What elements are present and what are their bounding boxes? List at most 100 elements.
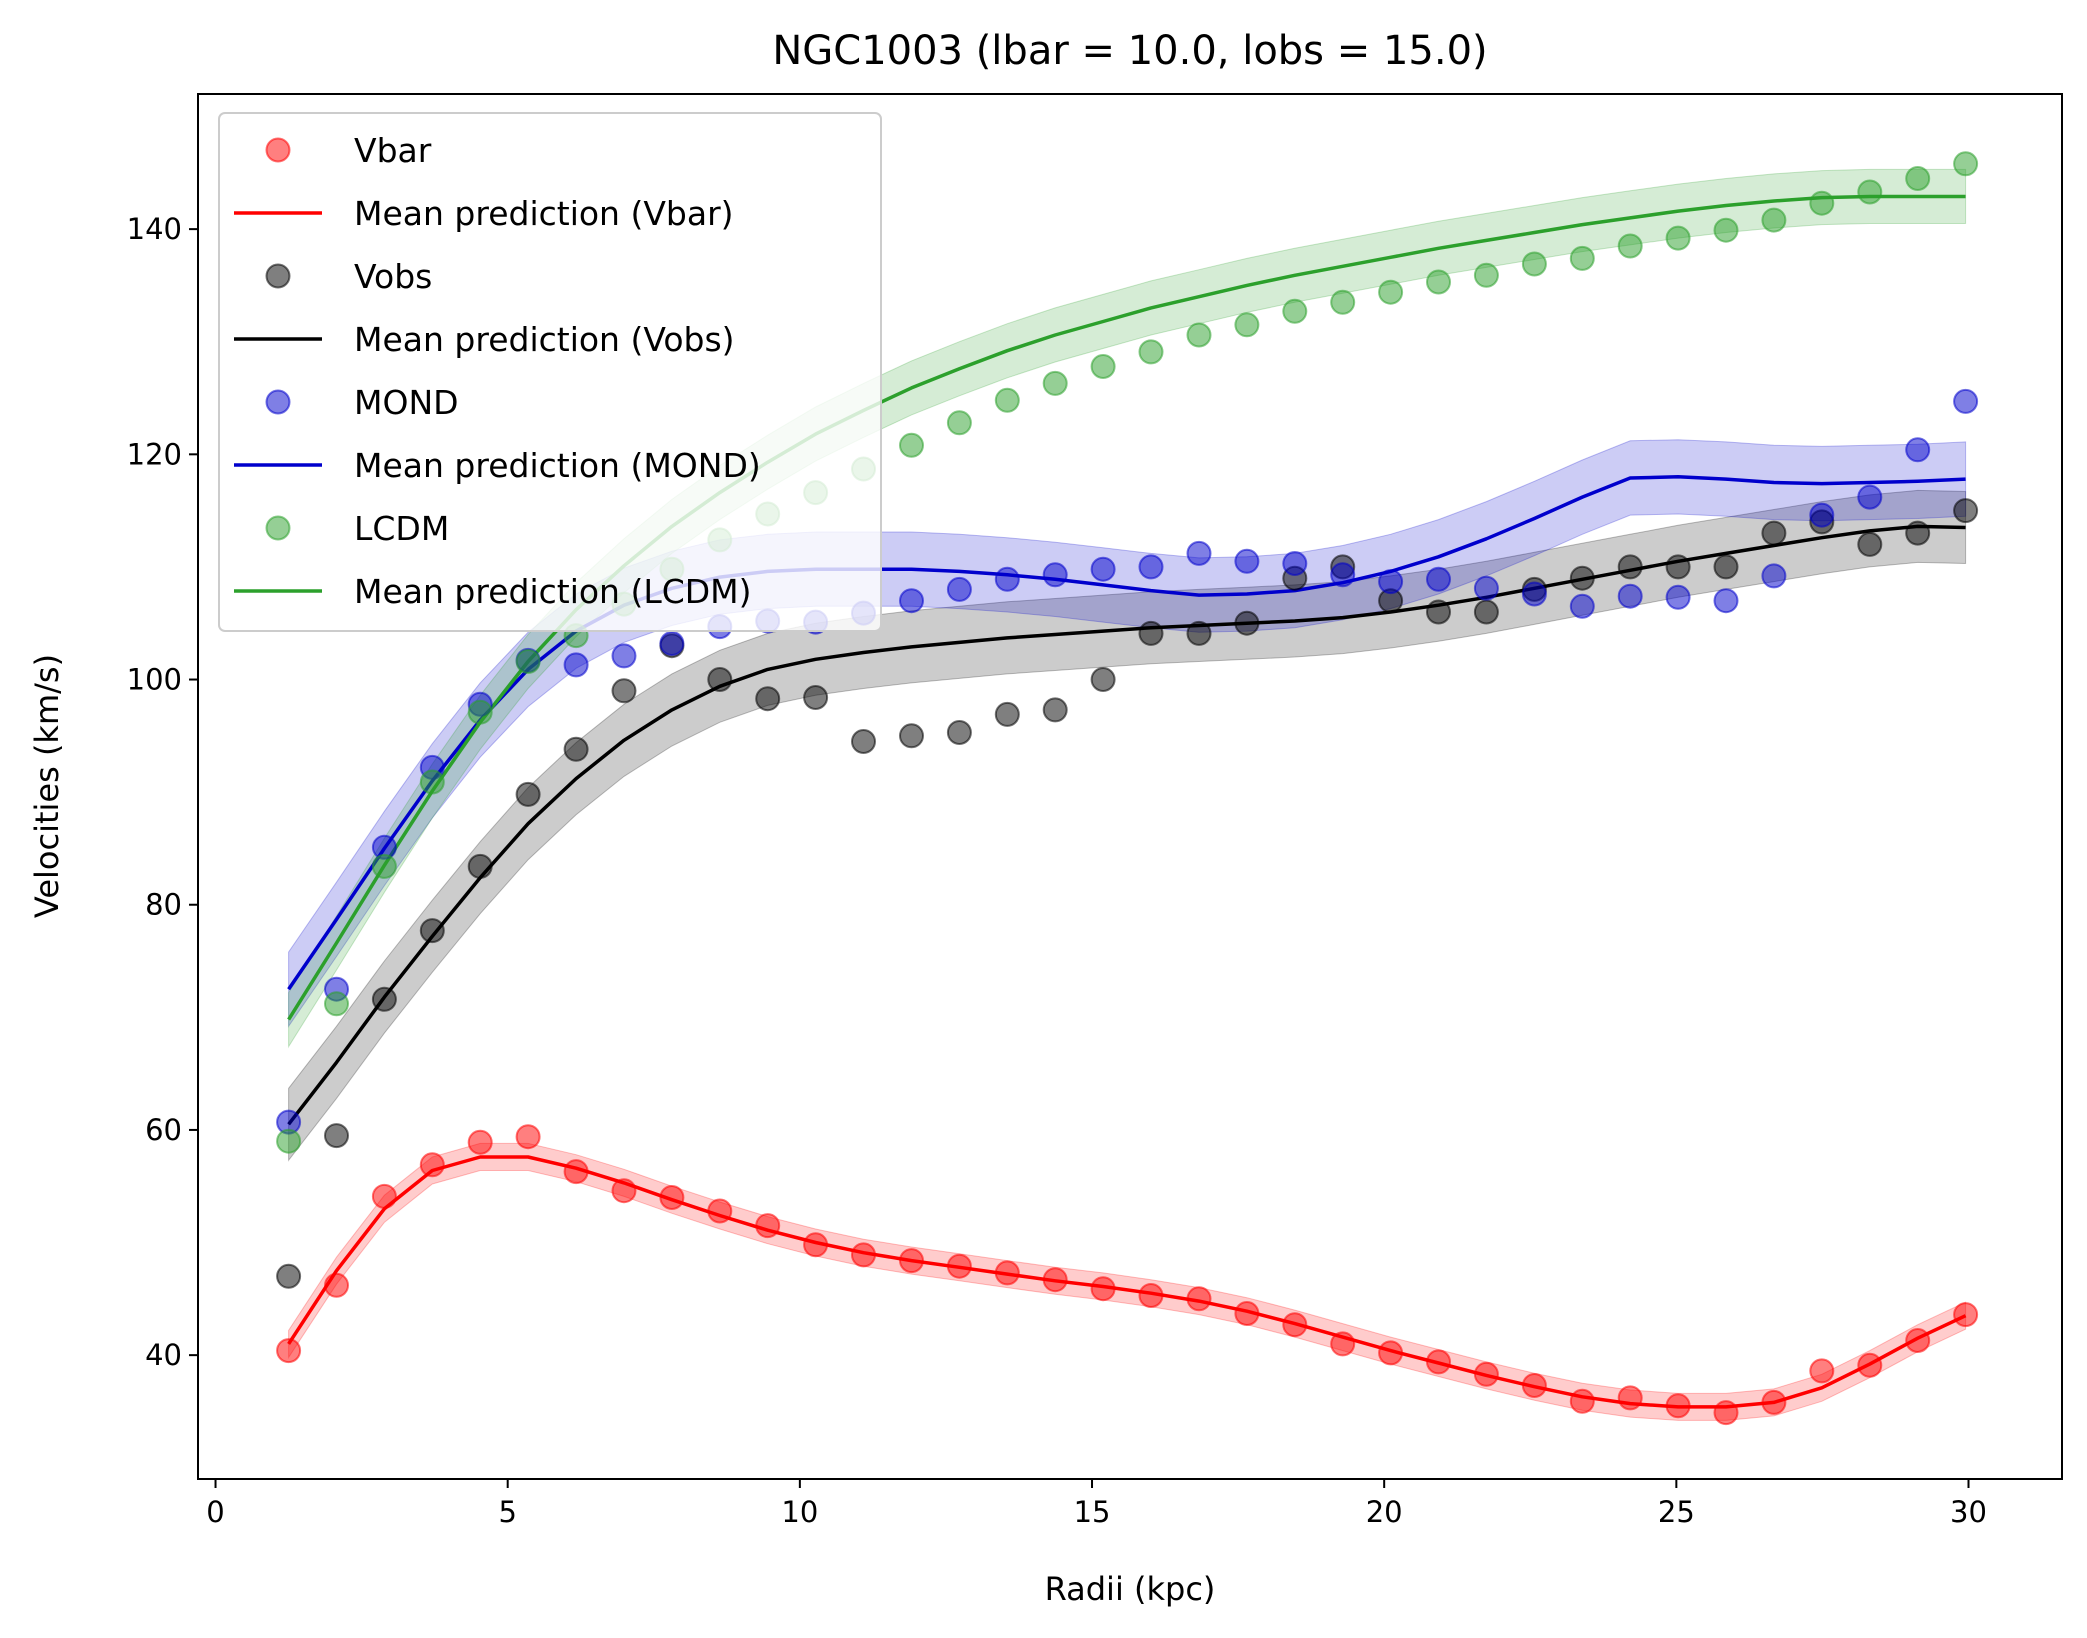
mond-point <box>659 631 685 656</box>
x-tick-label: 20 <box>1366 1495 1403 1529</box>
mond-point <box>1809 502 1835 528</box>
lcdm-point <box>1090 354 1116 379</box>
plot-frame <box>197 93 2063 1480</box>
mond-point <box>1234 548 1260 574</box>
mond-point <box>1378 569 1404 595</box>
mond-point <box>899 588 924 614</box>
legend-marker-lcdm <box>265 515 291 541</box>
mond-point <box>1665 584 1691 610</box>
lcdm-point <box>1857 179 1883 205</box>
mond-point <box>563 652 589 678</box>
y-tick-label: 100 <box>127 663 182 697</box>
vbar-point <box>1953 1302 1979 1328</box>
vobs-point <box>1857 531 1883 557</box>
mond-point <box>1569 593 1595 619</box>
lcdm-point <box>946 410 972 436</box>
vbar-point <box>467 1129 493 1155</box>
vbar-point <box>324 1272 349 1298</box>
vobs-point <box>1138 620 1164 646</box>
mond-point <box>1186 540 1212 566</box>
lcdm-point <box>1953 151 1979 177</box>
lcdm-point <box>994 387 1020 413</box>
mond-point <box>1905 437 1931 463</box>
y-tick-label: 120 <box>127 437 182 471</box>
vobs-point <box>276 1263 302 1289</box>
vbar-point <box>1569 1388 1595 1414</box>
vbar-point <box>1617 1385 1643 1411</box>
lcdm-point <box>1713 217 1739 243</box>
vobs-point <box>1713 554 1739 580</box>
legend-label-vbar-prediction: Mean prediction (Vbar) <box>354 194 734 233</box>
lcdm-point <box>1521 251 1547 277</box>
vbar-point <box>899 1248 924 1274</box>
x-tick-label: 25 <box>1658 1495 1695 1529</box>
vobs-point <box>1186 620 1212 646</box>
mond-point <box>1138 554 1164 580</box>
legend-marker-vbar <box>265 137 291 163</box>
vbar-point <box>1426 1349 1451 1375</box>
vbar-point <box>755 1213 781 1239</box>
mond-point <box>1282 551 1308 576</box>
vbar-point <box>946 1253 972 1279</box>
vobs-point <box>1426 599 1451 625</box>
y-tick-label: 40 <box>145 1338 182 1372</box>
mond-point <box>1761 563 1787 589</box>
legend-marker-mond <box>265 389 291 415</box>
x-tick-label: 30 <box>1950 1495 1987 1529</box>
vbar-point <box>1282 1312 1308 1338</box>
legend-label-mond-prediction: Mean prediction (MOND) <box>354 446 761 485</box>
vbar-point <box>803 1232 829 1258</box>
vobs-point <box>419 918 445 944</box>
lcdm-point <box>1426 269 1451 295</box>
vbar-point <box>611 1178 637 1204</box>
mond-point <box>994 566 1020 592</box>
vbar-point <box>1186 1286 1212 1312</box>
vobs-point <box>755 686 781 712</box>
lcdm-point <box>1234 312 1260 338</box>
vobs-point <box>324 1123 349 1149</box>
vobs-point <box>1473 599 1499 625</box>
lcdm-point <box>467 699 493 725</box>
vobs-point <box>611 678 637 704</box>
vobs-point <box>851 729 876 754</box>
lcdm-point <box>1809 190 1835 216</box>
x-axis-ticks: 0 5 10 15 20 25 30 <box>206 1479 1987 1529</box>
lcdm-point <box>1473 262 1499 288</box>
vbar-point <box>515 1124 541 1150</box>
vbar-point <box>851 1242 876 1268</box>
y-tick-label: 140 <box>127 212 182 246</box>
legend-label-vobs: Vobs <box>354 257 432 296</box>
legend: Vbar Mean prediction (Vbar) Vobs Mean predi… <box>218 112 882 632</box>
x-tick-label: 5 <box>498 1495 516 1529</box>
vbar-point <box>1138 1283 1164 1308</box>
mond-point <box>1090 556 1116 582</box>
lcdm-point <box>515 649 541 674</box>
lcdm-point <box>1569 245 1595 271</box>
vbar-point <box>1665 1393 1691 1419</box>
vobs-point <box>1569 565 1595 591</box>
vobs-point <box>1090 667 1116 692</box>
vbar-point <box>1330 1331 1356 1357</box>
lcdm-point <box>1042 370 1068 396</box>
vobs-point <box>467 853 493 879</box>
vobs-point <box>994 701 1020 727</box>
vobs-point <box>1617 554 1643 580</box>
lcdm-point <box>371 853 397 879</box>
mond-point <box>1426 566 1451 592</box>
y-tick-label: 60 <box>145 1113 182 1147</box>
lcdm-point <box>1186 322 1212 348</box>
vobs-point <box>1905 520 1931 546</box>
vobs-point <box>946 720 972 745</box>
vobs-point <box>371 986 397 1012</box>
vbar-point <box>1809 1358 1835 1384</box>
vobs-point <box>1234 610 1260 636</box>
legend-label-lcdm-prediction: Mean prediction (LCDM) <box>354 572 752 611</box>
vobs-point <box>803 685 829 710</box>
vbar-point <box>1857 1352 1883 1378</box>
x-axis-label: Radii (kpc) <box>1045 1570 1216 1608</box>
mond-point <box>946 576 972 602</box>
mond-point <box>1330 562 1356 588</box>
mond-point <box>1713 588 1739 614</box>
legend-box <box>218 112 882 632</box>
